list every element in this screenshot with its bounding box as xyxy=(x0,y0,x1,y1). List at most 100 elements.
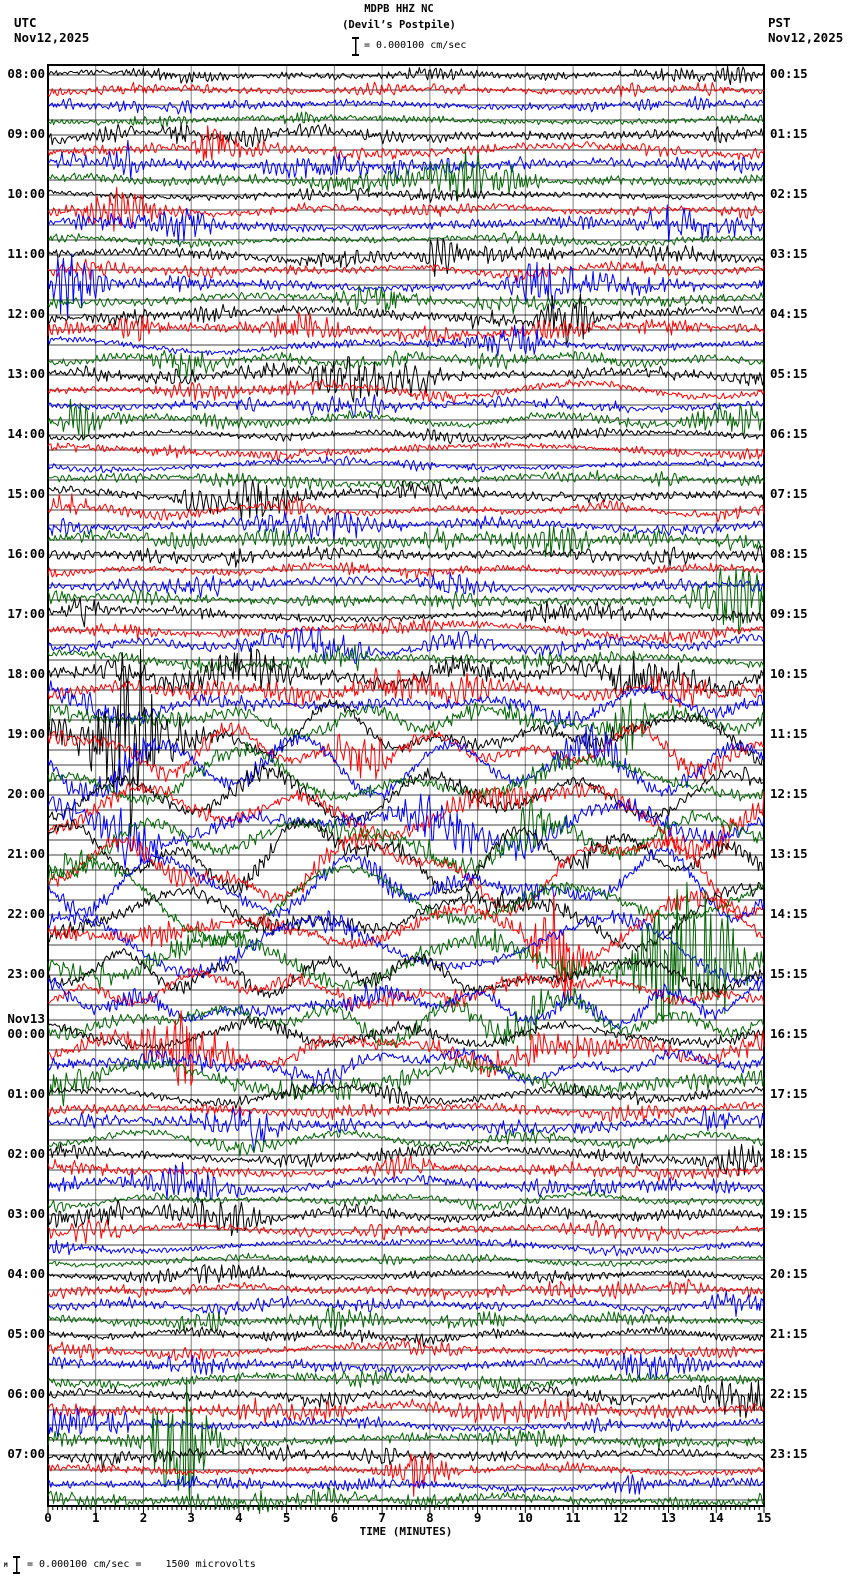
trace-0300-seg1 xyxy=(47,1218,765,1245)
pst-hour-label: 11:15 xyxy=(770,726,808,741)
trace-0800-seg2 xyxy=(47,95,765,115)
pst-hour-label: 08:15 xyxy=(770,546,808,561)
utc-hour-label: 21:00 xyxy=(7,846,45,861)
pst-hour-label: 19:15 xyxy=(770,1206,808,1221)
utc-date-rollover-label: Nov13 xyxy=(7,1011,45,1026)
utc-hour-label: 16:00 xyxy=(7,546,45,561)
utc-hour-label: 07:00 xyxy=(7,1446,45,1461)
pst-hour-label: 20:15 xyxy=(770,1266,808,1281)
x-tick-label: 14 xyxy=(708,1510,724,1525)
trace-1700-seg3 xyxy=(47,644,765,674)
footer-scale-marker: M xyxy=(4,1562,8,1569)
utc-hour-label: 04:00 xyxy=(7,1266,45,1281)
trace-1100-seg3 xyxy=(47,285,765,314)
x-axis-title: TIME (MINUTES) xyxy=(359,1525,453,1538)
trace-2100-seg3 xyxy=(47,849,765,948)
trace-1600-seg0 xyxy=(47,545,765,568)
trace-1600-seg3 xyxy=(47,567,765,635)
trace-1000-seg0 xyxy=(47,187,765,203)
trace-0600-seg2 xyxy=(47,1407,765,1438)
trace-0600-seg1 xyxy=(47,1397,765,1424)
trace-0600-seg0 xyxy=(47,1379,765,1419)
trace-1300-seg0 xyxy=(47,356,765,403)
trace-0500-seg2 xyxy=(47,1352,765,1380)
utc-hour-label: 20:00 xyxy=(7,786,45,801)
trace-1900-seg0 xyxy=(47,648,765,837)
utc-hour-label: 02:00 xyxy=(7,1146,45,1161)
utc-hour-label: 12:00 xyxy=(7,306,45,321)
trace-0400-seg0 xyxy=(47,1264,765,1284)
trace-0400-seg1 xyxy=(47,1278,765,1301)
trace-2300-seg2 xyxy=(47,977,765,1029)
trace-0900-seg3 xyxy=(47,149,765,202)
trace-1400-seg3 xyxy=(47,469,765,491)
left-timezone-label: UTC xyxy=(14,15,37,30)
x-tick-label: 9 xyxy=(473,1510,482,1525)
trace-1300-seg1 xyxy=(47,379,765,404)
trace-1600-seg2 xyxy=(47,572,765,598)
trace-0100-seg3 xyxy=(47,1128,765,1157)
trace-0500-seg3 xyxy=(47,1370,765,1393)
x-tick-label: 7 xyxy=(378,1510,386,1525)
utc-hour-label: 05:00 xyxy=(7,1326,45,1341)
trace-0800-seg3 xyxy=(47,111,765,127)
trace-0900-seg2 xyxy=(47,139,765,180)
trace-1500-seg1 xyxy=(47,493,765,523)
pst-hour-label: 03:15 xyxy=(770,246,808,261)
trace-1400-seg0 xyxy=(47,427,765,445)
trace-1200-seg3 xyxy=(47,350,765,378)
right-timezone-label: PST xyxy=(768,15,791,30)
utc-hour-label: 13:00 xyxy=(7,366,45,381)
x-tick-label: 8 xyxy=(426,1510,434,1525)
utc-hour-label: 23:00 xyxy=(7,966,45,981)
trace-1500-seg0 xyxy=(47,479,765,521)
x-tick-label: 3 xyxy=(187,1510,195,1525)
pst-hour-label: 01:15 xyxy=(770,126,808,141)
pst-hour-label: 21:15 xyxy=(770,1326,808,1341)
trace-0300-seg2 xyxy=(47,1238,765,1257)
x-tick-label: 2 xyxy=(139,1510,148,1525)
pst-hour-label: 23:15 xyxy=(770,1446,808,1461)
x-tick-label: 10 xyxy=(517,1510,533,1525)
pst-hour-label: 17:15 xyxy=(770,1086,808,1101)
utc-hour-label: 22:00 xyxy=(7,906,45,921)
trace-1900-seg3 xyxy=(47,741,765,806)
trace-2000-seg1 xyxy=(47,782,765,861)
right-date-label: Nov12,2025 xyxy=(768,30,844,45)
plot-border xyxy=(47,64,765,1507)
utc-hour-label: 14:00 xyxy=(7,426,45,441)
utc-hour-label: 10:00 xyxy=(7,186,45,201)
trace-1400-seg1 xyxy=(47,442,765,461)
pst-hour-label: 02:15 xyxy=(770,186,808,201)
trace-1800-seg2 xyxy=(47,680,765,730)
pst-hour-label: 18:15 xyxy=(770,1146,808,1161)
trace-1700-seg0 xyxy=(47,597,765,628)
trace-2300-seg1 xyxy=(47,968,765,1013)
station-location: (Devil’s Postpile) xyxy=(342,19,456,31)
pst-hour-label: 14:15 xyxy=(770,906,808,921)
trace-1000-seg2 xyxy=(47,204,765,245)
trace-1900-seg1 xyxy=(47,722,765,783)
seismogram-traces xyxy=(47,65,765,1514)
utc-hour-label: 11:00 xyxy=(7,246,45,261)
trace-0200-seg3 xyxy=(47,1191,765,1213)
trace-1700-seg2 xyxy=(47,627,765,665)
trace-0800-seg1 xyxy=(47,81,765,98)
trace-0100-seg2 xyxy=(47,1106,765,1153)
trace-0700-seg0 xyxy=(47,1444,765,1472)
trace-0900-seg0 xyxy=(47,123,765,148)
trace-baselines xyxy=(48,74,764,1501)
trace-0200-seg0 xyxy=(47,1143,765,1177)
trace-1800-seg1 xyxy=(47,667,765,708)
x-tick-label: 5 xyxy=(282,1510,291,1525)
trace-0300-seg3 xyxy=(47,1252,765,1269)
trace-0700-seg2 xyxy=(47,1474,765,1495)
utc-hour-label: 00:00 xyxy=(7,1026,45,1041)
trace-2100-seg1 xyxy=(47,833,765,918)
trace-0400-seg2 xyxy=(47,1290,765,1318)
trace-0800-seg0 xyxy=(47,65,765,86)
pst-hour-label: 12:15 xyxy=(770,786,808,801)
trace-1500-seg2 xyxy=(47,511,765,541)
utc-hour-label: 06:00 xyxy=(7,1386,45,1401)
pst-hour-label: 22:15 xyxy=(770,1386,808,1401)
